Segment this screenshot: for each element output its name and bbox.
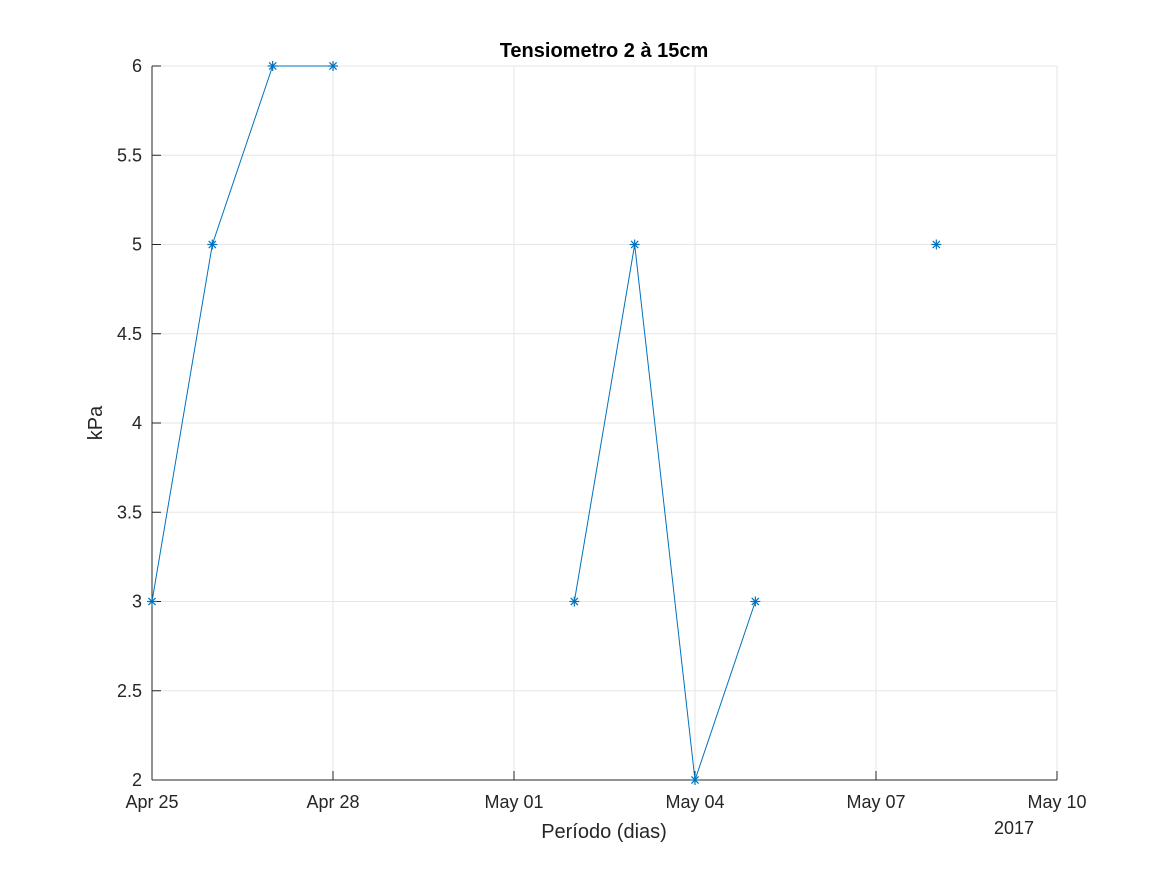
x-axis-year-label: 2017	[994, 818, 1034, 838]
series-layer	[147, 61, 942, 785]
data-point-marker	[207, 239, 218, 250]
y-tick-label: 6	[132, 56, 142, 76]
series-line-segment	[151, 65, 333, 602]
y-tick-label: 4.5	[117, 324, 142, 344]
x-tick-label: May 04	[665, 792, 724, 812]
y-tick-label: 5	[132, 235, 142, 255]
x-tick-label: Apr 28	[306, 792, 359, 812]
chart-title: Tensiometro 2 à 15cm	[500, 40, 709, 62]
y-tick-label: 3.5	[117, 502, 142, 522]
data-point-marker	[147, 596, 157, 607]
data-point-marker	[629, 239, 640, 250]
data-point-marker	[267, 61, 278, 71]
tick-labels: Apr 25 Apr 28 May 01 May 04 May 07 May 10 2 2.5…	[117, 56, 1087, 812]
data-point-marker	[690, 775, 700, 785]
data-point-marker	[569, 596, 580, 607]
data-point-marker	[750, 596, 761, 607]
y-tick-label: 2	[132, 770, 142, 790]
x-tick-label: May 10	[1027, 792, 1086, 812]
y-tick-label: 2.5	[117, 681, 142, 701]
series-line-segment	[573, 244, 756, 781]
y-tick-label: 5.5	[117, 145, 142, 165]
y-tick-label: 4	[132, 413, 142, 433]
x-tick-label: May 07	[846, 792, 905, 812]
x-tick-label: Apr 25	[125, 792, 178, 812]
data-point-marker	[931, 239, 942, 250]
x-tick-label: May 01	[484, 792, 543, 812]
x-axis-label: Período (dias)	[541, 821, 667, 843]
y-axis-label: kPa	[85, 405, 107, 440]
data-point-marker	[328, 61, 338, 71]
y-tick-label: 3	[132, 592, 142, 612]
